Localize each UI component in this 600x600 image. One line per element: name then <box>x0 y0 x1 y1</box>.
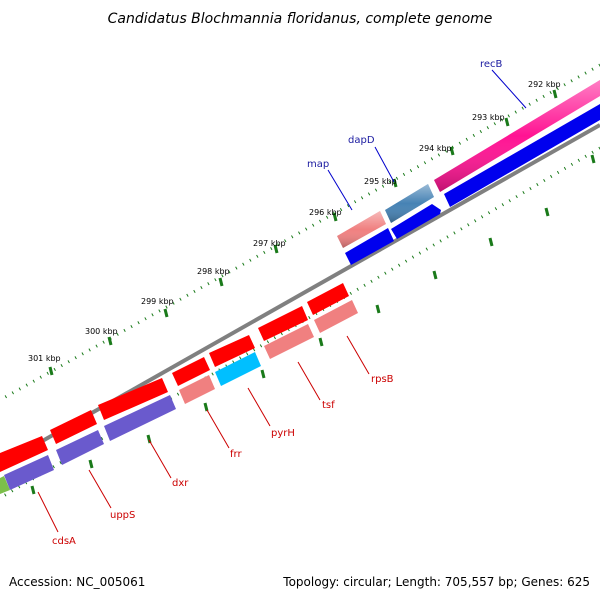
major-tick <box>88 459 94 469</box>
gene-feature <box>209 335 255 367</box>
gene-feature-cdsa[interactable] <box>4 455 54 490</box>
gene-feature-rpsb[interactable] <box>314 300 358 333</box>
reverse-strand-genes-track1 <box>0 283 349 472</box>
leader-line-recb <box>491 69 527 109</box>
tick-label-295kbp: 295 kbp <box>364 177 397 186</box>
major-tick <box>552 89 558 99</box>
major-tick <box>375 304 381 314</box>
gene-label-recb[interactable]: recB <box>480 59 503 70</box>
leader-line-map <box>327 169 353 211</box>
outer-dotted-ring <box>0 63 600 402</box>
gene-label-rpsb[interactable]: rpsB <box>371 374 394 385</box>
tick-label-292kbp: 292 kbp <box>528 80 561 89</box>
tick-label-300kbp: 300 kbp <box>85 327 118 336</box>
gene-feature <box>98 378 168 420</box>
accession-text: Accession: NC_005061 <box>9 575 145 589</box>
gene-shading <box>337 211 386 248</box>
major-tick <box>392 178 398 188</box>
gene-feature <box>258 306 308 341</box>
inner-tick-ring <box>0 146 600 500</box>
leader-line-cdsa <box>37 491 59 533</box>
leader-line-pyrh <box>247 387 271 427</box>
gene-label-upps[interactable]: uppS <box>110 510 135 521</box>
major-tick <box>318 337 324 347</box>
leader-line-dapd <box>374 146 395 183</box>
inner-major-ticks <box>30 154 596 495</box>
major-tick <box>332 212 338 222</box>
gene-feature-upps[interactable] <box>56 430 104 465</box>
leader-line-tsf <box>297 361 321 401</box>
major-tick <box>488 237 494 247</box>
tick-label-299kbp: 299 kbp <box>141 297 174 306</box>
gene-feature-dxr[interactable] <box>104 395 176 441</box>
gene-feature <box>172 357 210 386</box>
tick-label-298kbp: 298 kbp <box>197 267 230 276</box>
leader-line-upps <box>88 469 112 509</box>
reverse-gene-labels: rpsB tsf pyrH frr dxr uppS cdsA <box>37 335 394 547</box>
major-tick <box>544 207 550 217</box>
major-tick <box>163 308 169 318</box>
forward-strand-genes <box>337 80 600 248</box>
major-tick <box>504 117 510 127</box>
major-tick <box>273 244 279 254</box>
tick-label-301kbp: 301 kbp <box>28 354 61 363</box>
gene-feature <box>50 410 97 444</box>
major-tick <box>218 277 224 287</box>
gene-feature <box>391 204 441 239</box>
gene-label-cdsa[interactable]: cdsA <box>52 536 76 547</box>
leader-line-dxr <box>148 439 172 479</box>
major-tick <box>449 146 455 156</box>
gene-shading <box>385 184 434 223</box>
tick-label-294kbp: 294 kbp <box>419 144 452 153</box>
major-tick <box>48 366 54 376</box>
tick-labels: 292 kbp 293 kbp 294 kbp 295 kbp 296 kbp … <box>28 80 561 363</box>
tick-label-293kbp: 293 kbp <box>472 113 505 122</box>
gene-shading <box>434 80 600 192</box>
major-tick <box>107 336 113 346</box>
major-tick <box>203 402 209 412</box>
gene-label-frr[interactable]: frr <box>230 449 242 460</box>
gene-label-pyrh[interactable]: pyrH <box>271 428 295 439</box>
major-tick <box>432 270 438 280</box>
gene-feature <box>0 436 48 472</box>
forward-gene-labels: recB dapD map <box>307 59 527 211</box>
gene-label-map[interactable]: map <box>307 159 329 170</box>
gene-feature <box>444 104 600 207</box>
forward-strand-genes-track2 <box>345 104 600 265</box>
tick-label-296kbp: 296 kbp <box>309 208 342 217</box>
major-tick <box>30 485 36 495</box>
major-tick <box>260 369 266 379</box>
reverse-strand-genes-track2 <box>0 300 358 494</box>
gene-feature <box>345 228 394 265</box>
gene-feature-partial <box>0 476 10 494</box>
outer-tick-ring <box>0 63 600 402</box>
gene-label-dxr[interactable]: dxr <box>172 478 189 489</box>
gene-feature-tsf[interactable] <box>264 324 314 359</box>
outer-major-ticks <box>48 89 558 376</box>
tick-label-297kbp: 297 kbp <box>253 239 286 248</box>
leader-line-rpsb <box>346 335 370 375</box>
map-title: Candidatus Blochmannia floridanus, compl… <box>108 11 493 27</box>
major-tick <box>590 154 596 164</box>
gene-feature-frr[interactable] <box>179 375 215 404</box>
gene-label-tsf[interactable]: tsf <box>322 400 335 411</box>
topology-text: Topology: circular; Length: 705,557 bp; … <box>282 575 590 589</box>
leader-line-frr <box>206 409 230 449</box>
gene-feature <box>307 283 349 315</box>
gene-feature-pyrh[interactable] <box>215 352 261 386</box>
gene-label-dapd[interactable]: dapD <box>348 135 375 146</box>
